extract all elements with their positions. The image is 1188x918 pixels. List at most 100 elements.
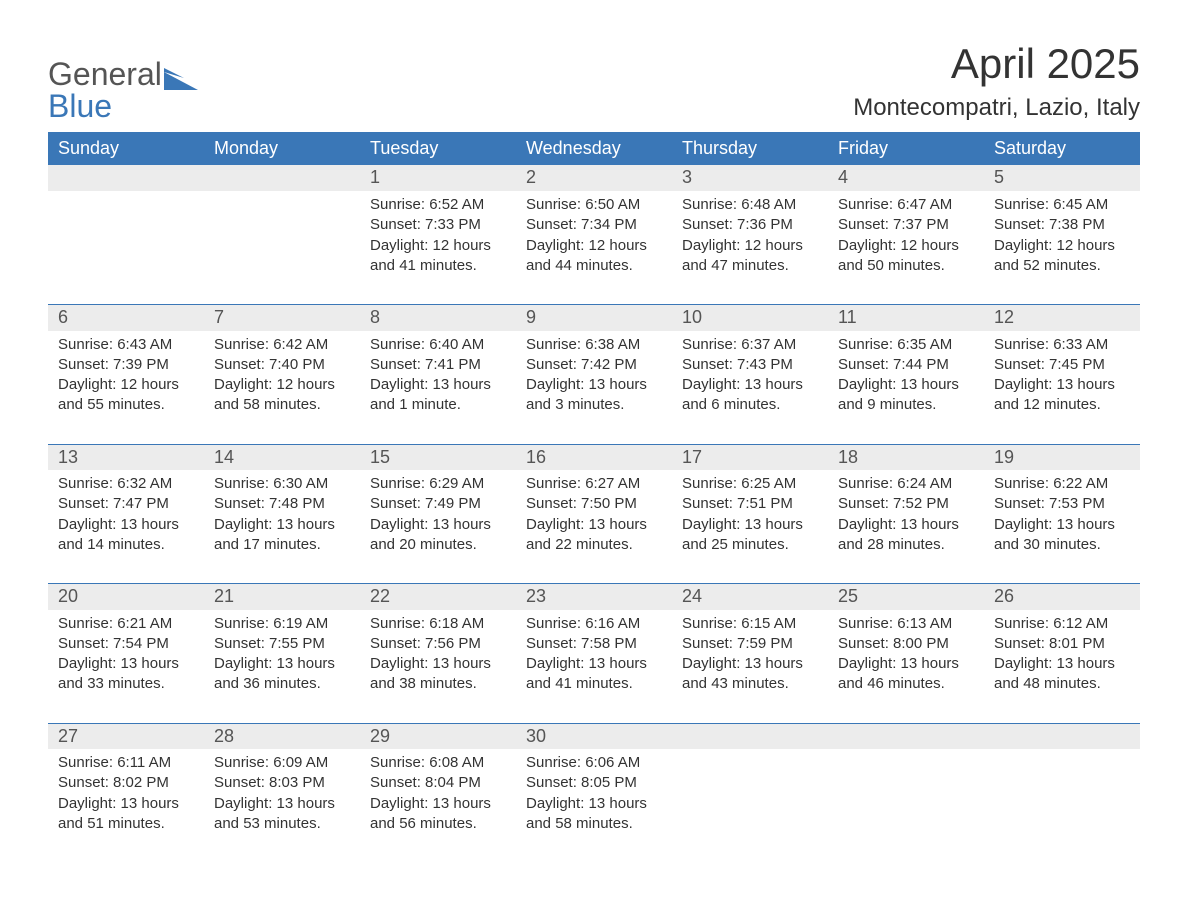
sunrise-text: Sunrise: 6:15 AM xyxy=(682,614,818,634)
daylight-text: Daylight: 12 hours and 55 minutes. xyxy=(58,375,194,416)
sunrise-text: Sunrise: 6:42 AM xyxy=(214,335,350,355)
day-number-cell: 10 xyxy=(672,305,828,331)
day-number-cell xyxy=(828,723,984,749)
sunrise-text: Sunrise: 6:06 AM xyxy=(526,753,662,773)
day-number-cell: 14 xyxy=(204,444,360,470)
sunrise-text: Sunrise: 6:16 AM xyxy=(526,614,662,634)
sunrise-text: Sunrise: 6:45 AM xyxy=(994,195,1130,215)
daylight-text: Daylight: 13 hours and 14 minutes. xyxy=(58,515,194,556)
weekday-header: Monday xyxy=(204,132,360,165)
day-info-cell: Sunrise: 6:06 AMSunset: 8:05 PMDaylight:… xyxy=(516,749,672,862)
daylight-text: Daylight: 13 hours and 17 minutes. xyxy=(214,515,350,556)
day-info-cell: Sunrise: 6:52 AMSunset: 7:33 PMDaylight:… xyxy=(360,191,516,305)
sunrise-text: Sunrise: 6:19 AM xyxy=(214,614,350,634)
sunrise-text: Sunrise: 6:08 AM xyxy=(370,753,506,773)
day-info-cell: Sunrise: 6:25 AMSunset: 7:51 PMDaylight:… xyxy=(672,470,828,584)
day-number-cell: 4 xyxy=(828,165,984,191)
sunrise-text: Sunrise: 6:35 AM xyxy=(838,335,974,355)
daylight-text: Daylight: 12 hours and 41 minutes. xyxy=(370,236,506,277)
day-info-cell: Sunrise: 6:13 AMSunset: 8:00 PMDaylight:… xyxy=(828,610,984,724)
sunset-text: Sunset: 8:02 PM xyxy=(58,773,194,793)
title-block: April 2025 Montecompatri, Lazio, Italy xyxy=(853,40,1140,122)
daylight-text: Daylight: 13 hours and 20 minutes. xyxy=(370,515,506,556)
sunset-text: Sunset: 7:33 PM xyxy=(370,215,506,235)
daynum-row: 12345 xyxy=(48,165,1140,191)
sunrise-text: Sunrise: 6:30 AM xyxy=(214,474,350,494)
sunrise-text: Sunrise: 6:12 AM xyxy=(994,614,1130,634)
daylight-text: Daylight: 13 hours and 38 minutes. xyxy=(370,654,506,695)
sunset-text: Sunset: 8:00 PM xyxy=(838,634,974,654)
sunset-text: Sunset: 8:01 PM xyxy=(994,634,1130,654)
day-info-cell: Sunrise: 6:43 AMSunset: 7:39 PMDaylight:… xyxy=(48,331,204,445)
weekday-header: Thursday xyxy=(672,132,828,165)
daynum-row: 20212223242526 xyxy=(48,584,1140,610)
sunset-text: Sunset: 7:50 PM xyxy=(526,494,662,514)
day-info-cell: Sunrise: 6:09 AMSunset: 8:03 PMDaylight:… xyxy=(204,749,360,862)
header: General Blue April 2025 Montecompatri, L… xyxy=(48,40,1140,122)
daylight-text: Daylight: 13 hours and 46 minutes. xyxy=(838,654,974,695)
day-info-cell: Sunrise: 6:18 AMSunset: 7:56 PMDaylight:… xyxy=(360,610,516,724)
day-number-cell: 19 xyxy=(984,444,1140,470)
sunrise-text: Sunrise: 6:09 AM xyxy=(214,753,350,773)
day-info-cell: Sunrise: 6:15 AMSunset: 7:59 PMDaylight:… xyxy=(672,610,828,724)
sunset-text: Sunset: 7:38 PM xyxy=(994,215,1130,235)
logo-word-2: Blue xyxy=(48,90,112,122)
sunset-text: Sunset: 7:34 PM xyxy=(526,215,662,235)
sunrise-text: Sunrise: 6:48 AM xyxy=(682,195,818,215)
day-info-cell: Sunrise: 6:29 AMSunset: 7:49 PMDaylight:… xyxy=(360,470,516,584)
day-number-cell: 23 xyxy=(516,584,672,610)
sunset-text: Sunset: 7:54 PM xyxy=(58,634,194,654)
daylight-text: Daylight: 13 hours and 33 minutes. xyxy=(58,654,194,695)
daylight-text: Daylight: 13 hours and 53 minutes. xyxy=(214,794,350,835)
sunrise-text: Sunrise: 6:18 AM xyxy=(370,614,506,634)
day-info-cell: Sunrise: 6:19 AMSunset: 7:55 PMDaylight:… xyxy=(204,610,360,724)
sunrise-text: Sunrise: 6:47 AM xyxy=(838,195,974,215)
day-number-cell: 12 xyxy=(984,305,1140,331)
daynum-row: 6789101112 xyxy=(48,305,1140,331)
sunset-text: Sunset: 7:39 PM xyxy=(58,355,194,375)
sunrise-text: Sunrise: 6:11 AM xyxy=(58,753,194,773)
sunset-text: Sunset: 7:47 PM xyxy=(58,494,194,514)
day-number-cell: 3 xyxy=(672,165,828,191)
day-info-cell: Sunrise: 6:47 AMSunset: 7:37 PMDaylight:… xyxy=(828,191,984,305)
weekday-header-row: SundayMondayTuesdayWednesdayThursdayFrid… xyxy=(48,132,1140,165)
day-number-cell: 28 xyxy=(204,723,360,749)
daynum-row: 27282930 xyxy=(48,723,1140,749)
weekday-header: Saturday xyxy=(984,132,1140,165)
day-info-cell: Sunrise: 6:38 AMSunset: 7:42 PMDaylight:… xyxy=(516,331,672,445)
day-number-cell: 27 xyxy=(48,723,204,749)
page-subtitle: Montecompatri, Lazio, Italy xyxy=(853,94,1140,122)
info-row: Sunrise: 6:32 AMSunset: 7:47 PMDaylight:… xyxy=(48,470,1140,584)
day-info-cell: Sunrise: 6:42 AMSunset: 7:40 PMDaylight:… xyxy=(204,331,360,445)
sunset-text: Sunset: 7:58 PM xyxy=(526,634,662,654)
sunset-text: Sunset: 8:05 PM xyxy=(526,773,662,793)
day-info-cell: Sunrise: 6:50 AMSunset: 7:34 PMDaylight:… xyxy=(516,191,672,305)
sunset-text: Sunset: 8:03 PM xyxy=(214,773,350,793)
day-number-cell xyxy=(672,723,828,749)
day-info-cell: Sunrise: 6:11 AMSunset: 8:02 PMDaylight:… xyxy=(48,749,204,862)
sunrise-text: Sunrise: 6:29 AM xyxy=(370,474,506,494)
calendar-table: SundayMondayTuesdayWednesdayThursdayFrid… xyxy=(48,132,1140,862)
logo-flag-icon xyxy=(164,68,198,90)
day-number-cell: 15 xyxy=(360,444,516,470)
day-number-cell: 9 xyxy=(516,305,672,331)
day-info-cell: Sunrise: 6:40 AMSunset: 7:41 PMDaylight:… xyxy=(360,331,516,445)
sunrise-text: Sunrise: 6:13 AM xyxy=(838,614,974,634)
day-number-cell: 25 xyxy=(828,584,984,610)
daylight-text: Daylight: 13 hours and 36 minutes. xyxy=(214,654,350,695)
day-number-cell: 8 xyxy=(360,305,516,331)
weekday-header: Wednesday xyxy=(516,132,672,165)
sunrise-text: Sunrise: 6:37 AM xyxy=(682,335,818,355)
day-number-cell: 26 xyxy=(984,584,1140,610)
info-row: Sunrise: 6:43 AMSunset: 7:39 PMDaylight:… xyxy=(48,331,1140,445)
sunset-text: Sunset: 7:59 PM xyxy=(682,634,818,654)
day-info-cell xyxy=(984,749,1140,862)
daylight-text: Daylight: 13 hours and 30 minutes. xyxy=(994,515,1130,556)
daylight-text: Daylight: 13 hours and 9 minutes. xyxy=(838,375,974,416)
daylight-text: Daylight: 13 hours and 6 minutes. xyxy=(682,375,818,416)
weekday-header: Friday xyxy=(828,132,984,165)
sunrise-text: Sunrise: 6:32 AM xyxy=(58,474,194,494)
day-number-cell: 7 xyxy=(204,305,360,331)
weekday-header: Sunday xyxy=(48,132,204,165)
daylight-text: Daylight: 13 hours and 25 minutes. xyxy=(682,515,818,556)
